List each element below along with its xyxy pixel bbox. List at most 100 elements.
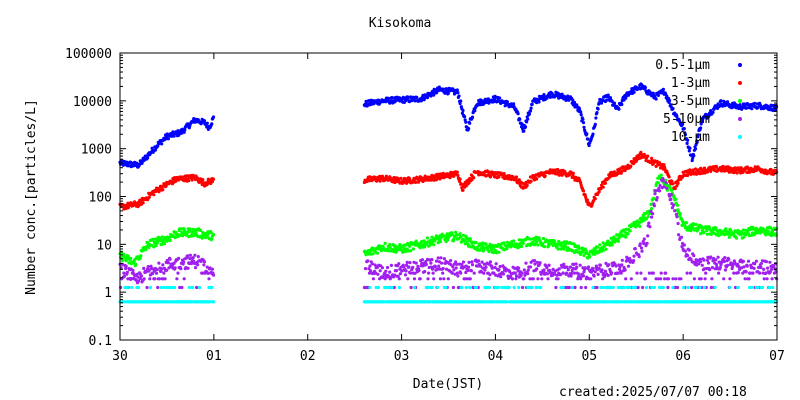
data-point — [639, 271, 643, 275]
data-point — [579, 285, 583, 290]
data-point — [160, 235, 164, 239]
data-point — [670, 188, 674, 192]
data-points — [118, 82, 779, 304]
data-point — [642, 237, 646, 241]
data-point — [196, 176, 200, 180]
data-point — [599, 101, 604, 105]
data-point — [431, 271, 435, 275]
data-point — [557, 239, 561, 244]
data-point — [706, 261, 711, 265]
data-point — [677, 233, 681, 237]
data-point — [190, 178, 194, 182]
data-point — [742, 265, 746, 269]
data-point — [432, 277, 436, 281]
data-point — [668, 98, 672, 103]
data-point — [415, 95, 419, 100]
data-point — [173, 266, 177, 270]
data-point — [522, 268, 526, 272]
data-point — [601, 285, 605, 290]
data-point — [542, 268, 546, 272]
data-point — [675, 203, 680, 207]
data-point — [188, 253, 192, 257]
data-point — [430, 258, 434, 262]
data-point — [436, 256, 440, 260]
data-point — [739, 166, 743, 170]
data-point — [446, 277, 450, 281]
data-point — [205, 121, 209, 125]
data-point — [676, 221, 680, 226]
data-point — [469, 269, 473, 273]
data-point — [532, 259, 537, 263]
data-point — [439, 176, 443, 180]
data-point — [155, 268, 159, 272]
data-point — [690, 285, 694, 290]
data-point — [699, 126, 703, 130]
data-point — [728, 277, 732, 281]
data-point — [699, 260, 703, 264]
data-point — [502, 172, 506, 176]
data-point — [647, 221, 651, 225]
data-point — [202, 263, 206, 267]
data-point — [703, 277, 707, 281]
data-point — [633, 285, 637, 290]
data-point — [477, 259, 481, 263]
data-point — [418, 277, 422, 281]
data-point — [397, 285, 401, 290]
data-point — [674, 197, 678, 201]
data-point — [373, 175, 377, 179]
data-point — [722, 99, 726, 103]
data-point — [397, 277, 401, 281]
data-point — [468, 277, 472, 281]
data-point — [579, 110, 583, 114]
data-point — [692, 277, 697, 281]
data-point — [672, 203, 676, 207]
data-point — [675, 285, 680, 290]
data-point — [718, 266, 722, 270]
data-point — [528, 265, 533, 269]
data-point — [751, 271, 755, 275]
data-point — [366, 259, 370, 263]
data-point — [186, 266, 190, 270]
data-point — [446, 91, 450, 95]
data-point — [666, 285, 670, 290]
x-tick-label: 03 — [394, 349, 410, 364]
data-point — [529, 179, 533, 183]
data-point — [433, 265, 437, 269]
data-point — [528, 109, 533, 113]
data-point — [753, 101, 757, 105]
data-point — [474, 285, 479, 290]
data-point — [511, 102, 516, 106]
data-point — [684, 221, 689, 225]
data-point — [484, 265, 488, 269]
data-point — [528, 237, 533, 241]
data-point — [505, 100, 509, 104]
data-point — [408, 178, 412, 182]
data-point — [438, 240, 442, 244]
data-point — [202, 119, 207, 123]
data-point — [407, 265, 411, 269]
data-point — [717, 271, 721, 275]
data-point — [611, 285, 615, 290]
data-point — [186, 254, 190, 258]
data-point — [587, 143, 591, 148]
data-point — [202, 260, 207, 264]
data-point — [409, 249, 413, 253]
data-point — [556, 247, 560, 251]
data-point — [574, 262, 578, 266]
data-point — [700, 263, 704, 267]
data-point — [655, 196, 659, 200]
data-point — [711, 110, 715, 114]
data-point — [441, 271, 445, 275]
data-point — [640, 249, 644, 253]
data-point — [124, 264, 128, 268]
data-point — [441, 87, 445, 91]
data-point — [577, 272, 581, 276]
data-point — [641, 285, 645, 290]
data-point — [134, 262, 138, 266]
data-point — [159, 285, 163, 290]
data-point — [175, 277, 179, 281]
data-point — [514, 274, 519, 278]
data-point — [156, 239, 160, 244]
data-point — [581, 274, 586, 278]
data-point — [700, 119, 704, 123]
